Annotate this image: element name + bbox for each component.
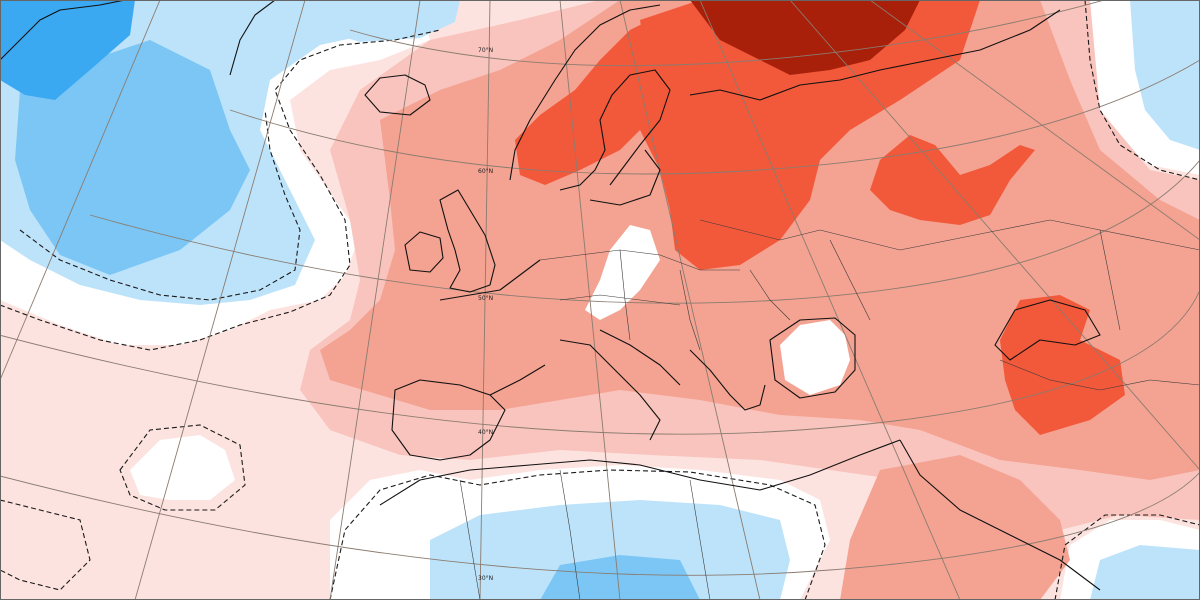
meridian-west-40 [0,0,161,381]
latitude-60 [229,59,1200,175]
black-sea-coast [769,317,856,399]
latitude-40 [0,289,1200,435]
balkans-coast [689,349,766,411]
meridian-0 [559,0,621,600]
zero-contour-northeast [1084,0,1200,181]
border-north-africa [459,469,711,600]
greenland-coast [0,0,276,76]
latitude-30 [0,471,1200,576]
coastlines [0,0,1101,591]
france-coast [439,259,546,396]
cold-anomaly-southeast [1060,520,1200,600]
neutral-west-africa-blob [130,435,235,500]
great-britain-coast [439,189,496,293]
neutral-black-sea-pocket [780,320,850,395]
zero-contour-atlantic [0,29,441,351]
latitude-labels: 70°N 60°N 50°N 40°N 30°N [478,47,493,582]
label-lat-60: 60°N [478,168,493,175]
north-africa-coast [379,439,901,506]
warm-extreme-north-russia [690,0,920,75]
meridian-west-30 [134,0,306,600]
label-lat-30: 30°N [478,575,493,582]
label-lat-70: 70°N [478,47,493,54]
warm-strong-kazakhstan [870,135,1035,225]
border-central-europe [539,249,740,351]
zero-contour-atlantic-inner [19,109,301,301]
cold-anomaly-north-africa [130,435,830,600]
cold-light-greenland-east [300,0,460,42]
zero-contour-west-africa [119,424,246,511]
cold-strong-zone [0,0,135,100]
baltic-coast [589,149,661,206]
caspian-coast [994,299,1101,361]
arctic-russia-coast [689,9,1061,101]
latitude-70 [349,0,1106,67]
meridian-west-10 [479,0,491,600]
iberia-coast [391,379,506,461]
zero-contour-north-africa [329,469,826,600]
warm-strong-caspian [1000,295,1125,435]
meridian-west-20 [329,0,421,600]
cold-anomaly-atlantic [0,0,460,345]
cold-light-southeast [1090,545,1200,600]
meridian-east-30 [789,0,1200,471]
ireland-coast [404,231,444,273]
cold-light-ne [1130,0,1200,150]
zero-contour-southeast [1054,514,1200,600]
cold-mid-zone [15,40,250,275]
scandinavia-coast [509,4,671,191]
middle-east-coast [899,439,1101,591]
label-lat-40: 40°N [478,429,493,436]
zero-contour-mid-atlantic [0,499,91,591]
cold-mid-north-africa [540,555,700,600]
meridian-east-40 [869,0,1200,241]
border-russia-kazakhstan [859,219,1200,251]
border-central-asia [999,229,1200,391]
country-borders [459,219,1200,600]
meridian-east-20 [699,0,961,600]
meridian-east-10 [619,0,761,600]
iceland-coast [364,74,431,116]
border-eastern-europe [699,219,871,321]
italy-coast [559,329,681,441]
label-lat-50: 50°N [478,295,493,302]
